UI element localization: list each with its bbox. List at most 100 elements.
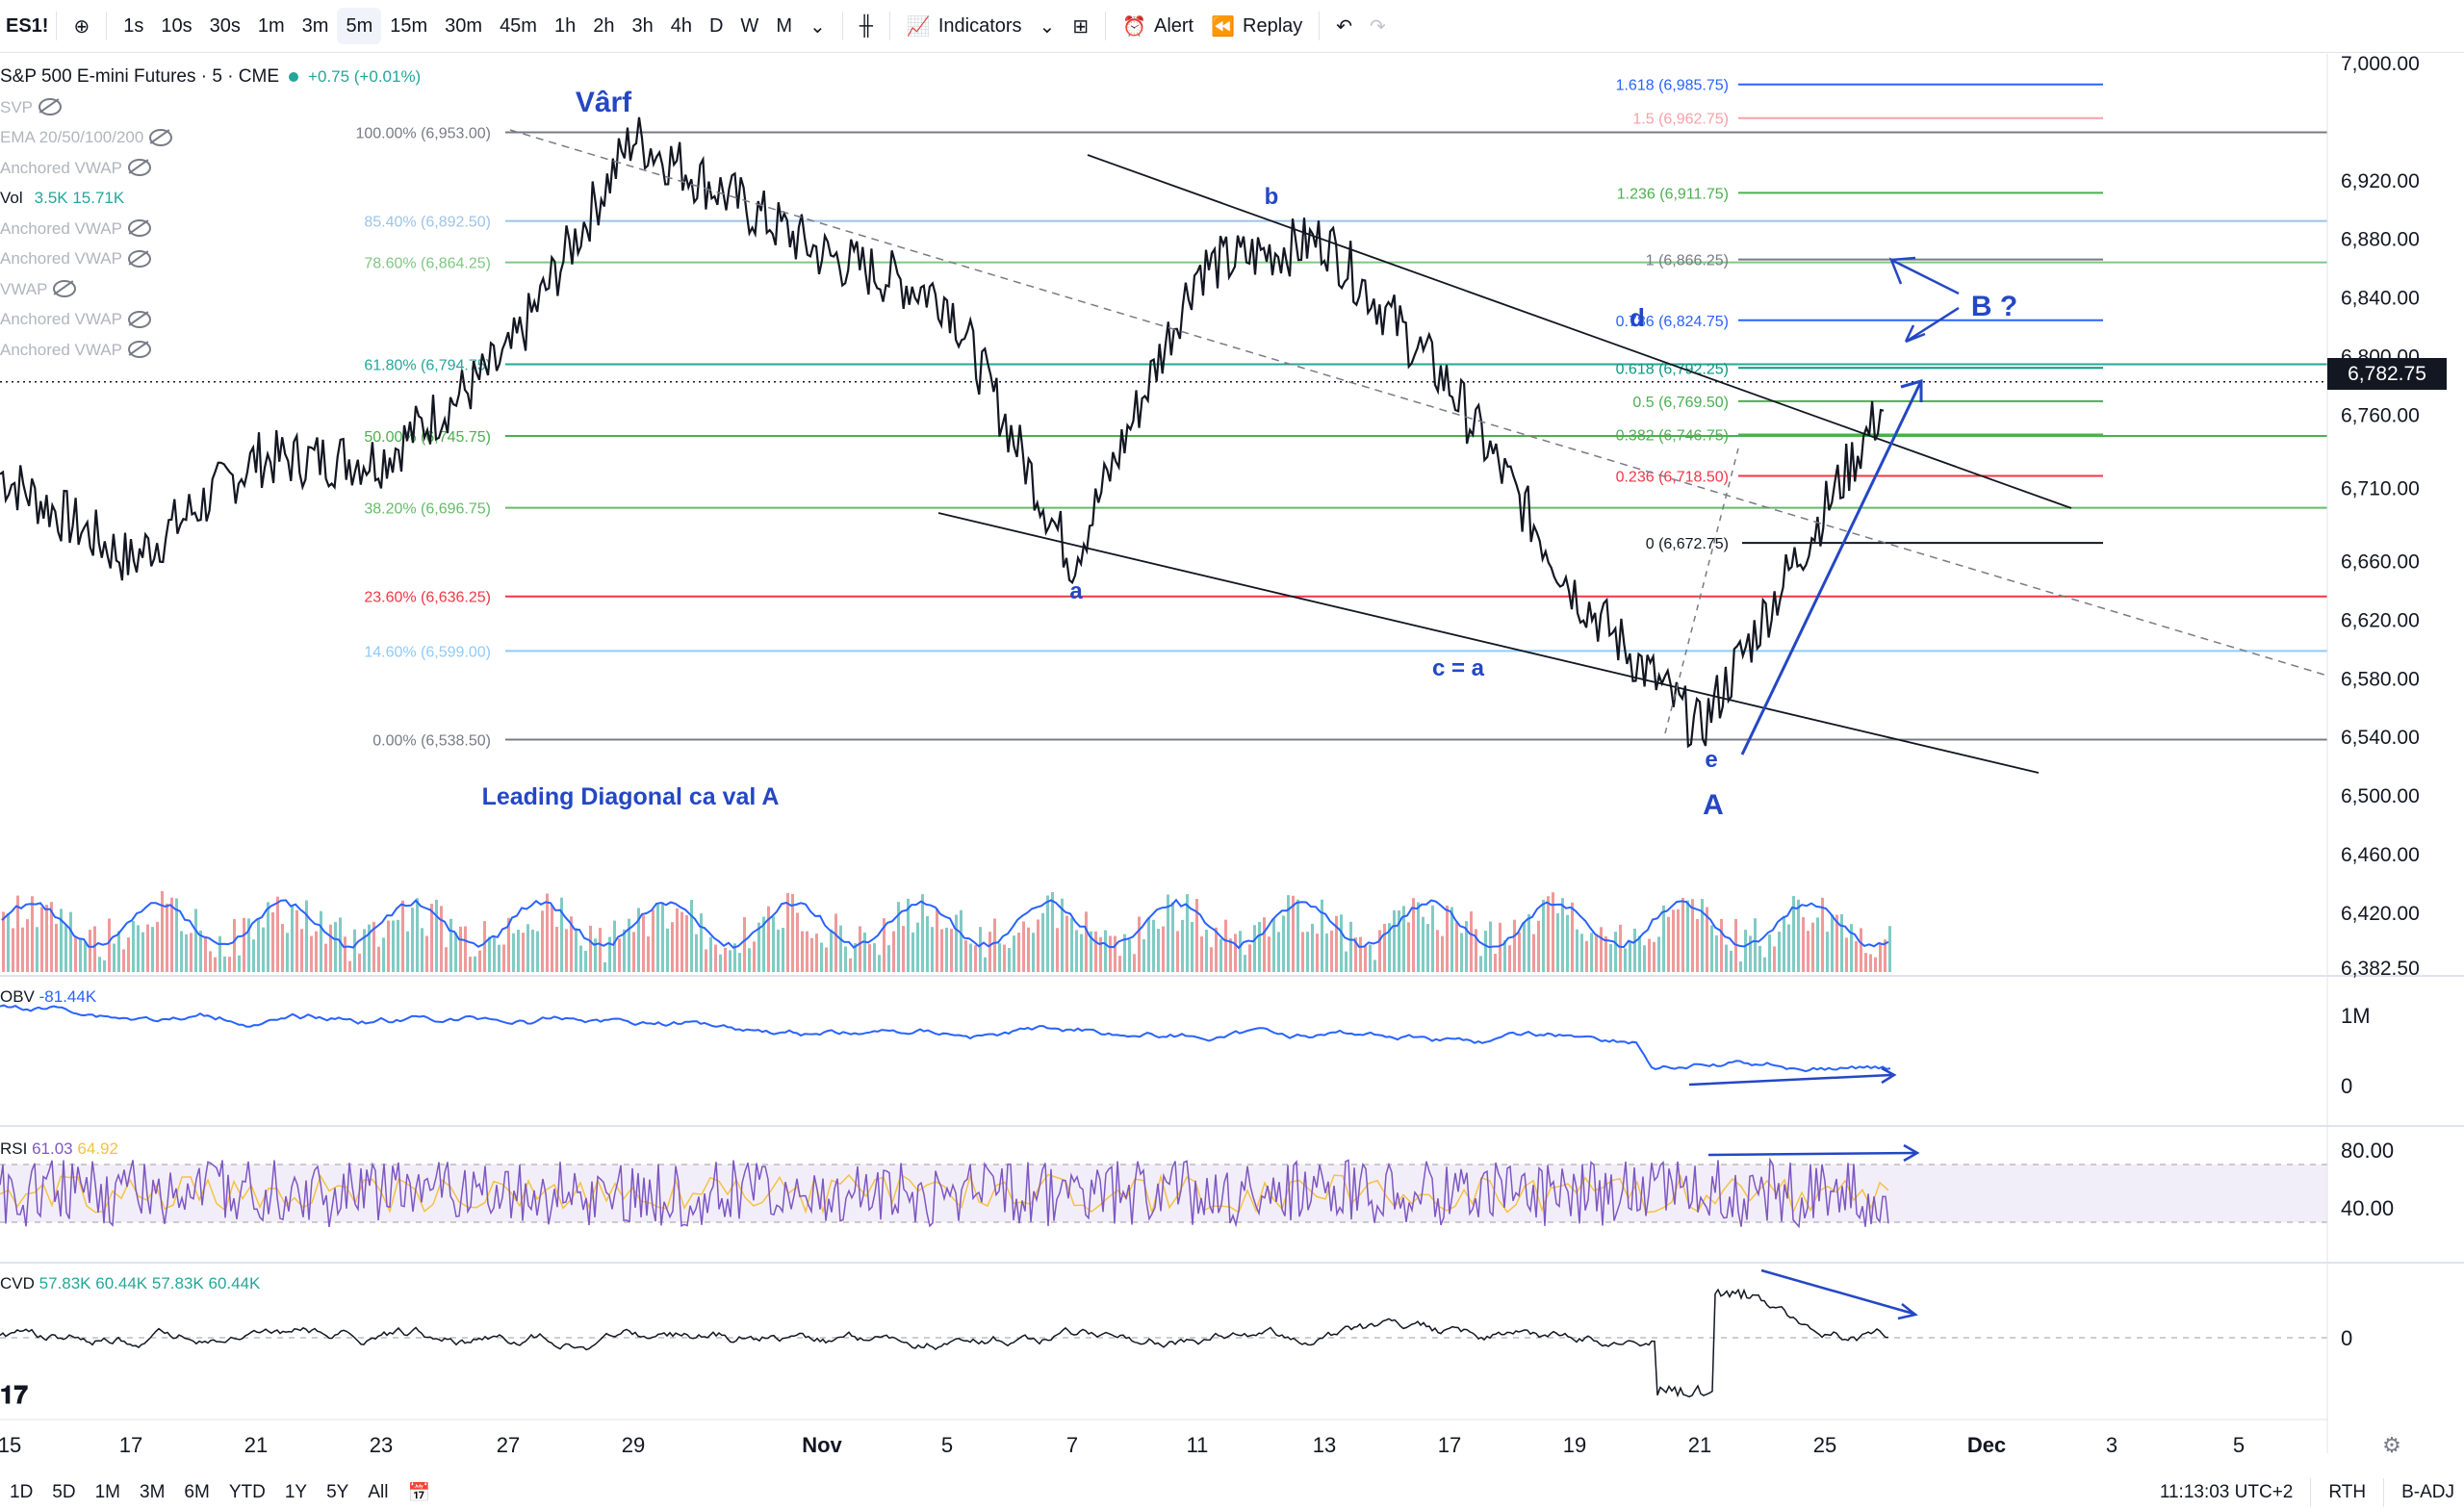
- study-anchored-vwap[interactable]: Anchored VWAP: [0, 243, 421, 274]
- indicators-button[interactable]: 📈 Indicators: [898, 8, 1031, 44]
- volume-bar: [1239, 931, 1242, 972]
- range-5y[interactable]: 5Y: [326, 1481, 349, 1502]
- volume-bar: [1171, 902, 1174, 972]
- volume-bar: [271, 911, 274, 972]
- interval-5m[interactable]: 5m: [337, 8, 382, 44]
- volume-bar: [551, 905, 553, 972]
- range-1d[interactable]: 1D: [10, 1481, 34, 1502]
- obv-legend[interactable]: OBV -81.44K: [0, 987, 96, 1007]
- interval-1h[interactable]: 1h: [553, 14, 577, 37]
- volume-bar: [310, 935, 313, 972]
- interval-30m[interactable]: 30m: [445, 14, 483, 37]
- hidden-eye-icon[interactable]: [127, 249, 151, 268]
- volume-bar: [1335, 915, 1338, 972]
- range-5d[interactable]: 5D: [52, 1481, 76, 1502]
- volume-bar: [1600, 927, 1603, 972]
- interval-10s[interactable]: 10s: [161, 14, 192, 37]
- cvd-value: 60.44K: [95, 1274, 148, 1292]
- range-ytd[interactable]: YTD: [228, 1481, 266, 1502]
- undo-icon[interactable]: ↶: [1336, 15, 1353, 38]
- hidden-eye-icon[interactable]: [53, 280, 77, 298]
- alert-button[interactable]: ⏰ Alert: [1114, 8, 1202, 44]
- range-3m[interactable]: 3M: [140, 1481, 166, 1502]
- session-button[interactable]: RTH: [2328, 1481, 2367, 1502]
- hidden-eye-icon[interactable]: [127, 341, 151, 359]
- wave-e-label: e: [1705, 747, 1717, 773]
- replay-button[interactable]: ⏪ Replay: [1202, 8, 1311, 44]
- volume-bar: [498, 944, 500, 972]
- interval-M[interactable]: M: [776, 14, 792, 37]
- study-label: Anchored VWAP: [0, 249, 122, 268]
- divider: [1105, 12, 1107, 40]
- volume-bar: [1157, 929, 1160, 972]
- cvd-label: CVD: [0, 1274, 35, 1292]
- study-anchored-vwap[interactable]: Anchored VWAP: [0, 153, 421, 184]
- volume-bar: [1499, 922, 1502, 972]
- volume-bar: [1758, 945, 1761, 972]
- add-symbol-icon[interactable]: ⊕: [73, 15, 90, 38]
- volume-bar: [517, 930, 520, 972]
- volume-bar: [883, 918, 886, 972]
- hidden-eye-icon[interactable]: [127, 310, 151, 328]
- adjustment-button[interactable]: B-ADJ: [2401, 1481, 2454, 1502]
- study-svp[interactable]: SVP: [0, 92, 421, 123]
- interval-30s[interactable]: 30s: [209, 14, 241, 37]
- interval-D[interactable]: D: [708, 14, 724, 37]
- interval-2h[interactable]: 2h: [593, 14, 615, 37]
- volume-bar: [724, 947, 727, 972]
- hidden-eye-icon[interactable]: [149, 128, 173, 146]
- bar-style-icon[interactable]: ╫: [859, 14, 873, 37]
- interval-3h[interactable]: 3h: [631, 14, 654, 37]
- study-anchored-vwap[interactable]: Anchored VWAP: [0, 335, 421, 366]
- chevron-down-icon[interactable]: ⌄: [1039, 15, 1056, 38]
- time-tick: Dec: [1967, 1433, 2006, 1457]
- volume-bar: [348, 960, 351, 972]
- interval-45m[interactable]: 45m: [500, 14, 537, 37]
- interval-15m[interactable]: 15m: [390, 14, 428, 37]
- range-1m[interactable]: 1M: [94, 1481, 120, 1502]
- interval-1s[interactable]: 1s: [123, 14, 144, 37]
- divider: [841, 12, 843, 40]
- volume-bar: [1200, 935, 1203, 972]
- symbol-search[interactable]: ES1!: [6, 14, 49, 37]
- volume-bar: [733, 943, 736, 972]
- cvd-legend[interactable]: CVD 57.83K 60.44K 57.83K 60.44K: [0, 1274, 260, 1293]
- chevron-down-icon[interactable]: ⌄: [808, 15, 826, 38]
- volume-bar: [743, 916, 746, 972]
- rsi-legend[interactable]: RSI 61.03 64.92: [0, 1139, 118, 1159]
- study-ema[interactable]: EMA 20/50/100/200: [0, 122, 421, 153]
- price-tick: 6,620.00: [2341, 609, 2420, 631]
- volume-bar: [1465, 921, 1468, 972]
- interval-3m[interactable]: 3m: [301, 14, 329, 37]
- volume-bar: [1422, 916, 1424, 972]
- study-label: EMA 20/50/100/200: [0, 128, 144, 146]
- volume-bar: [1811, 922, 1814, 972]
- volume-bar: [998, 943, 1001, 972]
- range-all[interactable]: All: [368, 1481, 389, 1502]
- study-anchored-vwap[interactable]: Anchored VWAP: [0, 304, 421, 335]
- hidden-eye-icon[interactable]: [127, 159, 151, 177]
- volume-bar: [1065, 915, 1068, 972]
- interval-1m[interactable]: 1m: [257, 14, 285, 37]
- volume-bar: [132, 920, 135, 972]
- wave-A-label: A: [1703, 789, 1724, 821]
- interval-4h[interactable]: 4h: [670, 14, 692, 37]
- interval-W[interactable]: W: [740, 14, 759, 37]
- volume-bar: [1701, 899, 1704, 972]
- hidden-eye-icon[interactable]: [127, 219, 151, 238]
- volume-bar: [12, 928, 14, 972]
- volume-bar: [228, 957, 231, 972]
- clock[interactable]: 11:13:03 UTC+2: [2159, 1481, 2294, 1502]
- volume-bar: [859, 926, 861, 972]
- templates-icon[interactable]: ⊞: [1072, 15, 1090, 38]
- study-vwap[interactable]: VWAP: [0, 274, 421, 305]
- hidden-eye-icon[interactable]: [38, 98, 63, 116]
- range-6m[interactable]: 6M: [184, 1481, 210, 1502]
- range-1y[interactable]: 1Y: [284, 1481, 308, 1502]
- study-vol[interactable]: Vol 3.5K 15.71K: [0, 183, 421, 214]
- study-anchored-vwap[interactable]: Anchored VWAP: [0, 214, 421, 244]
- symbol-description[interactable]: S&P 500 E-mini Futures · 5 · CME: [0, 66, 280, 87]
- calendar-icon[interactable]: 📅: [407, 1482, 431, 1503]
- redo-icon[interactable]: ↷: [1370, 15, 1386, 38]
